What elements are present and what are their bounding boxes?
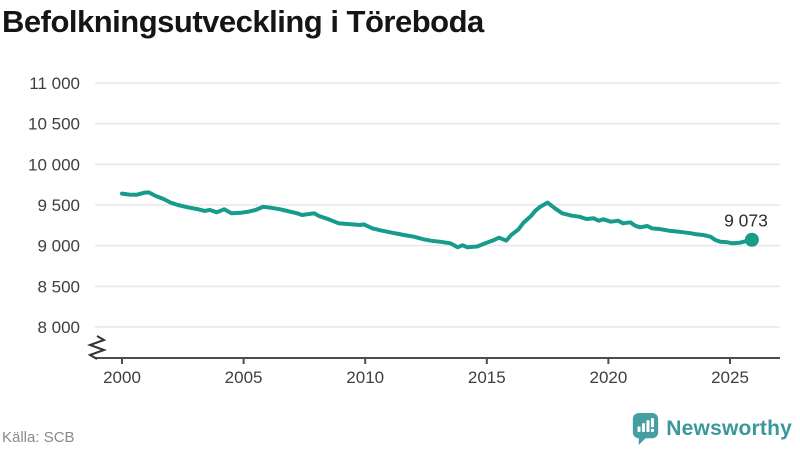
x-axis-label: 2015 [468, 368, 506, 387]
x-axis-label: 2020 [589, 368, 627, 387]
y-axis-label: 9 000 [37, 237, 80, 256]
last-value-label: 9 073 [724, 211, 768, 231]
last-point-dot [744, 232, 759, 247]
y-axis-label: 9 500 [37, 196, 80, 215]
x-axis-label: 2010 [346, 368, 384, 387]
brand-name: Newsworthy [666, 417, 792, 440]
population-chart: 11 000 10 500 10 000 9 500 9 000 8 500 8 000 20… [28, 74, 780, 387]
y-axis-label: 8 500 [37, 277, 80, 296]
y-axis-label: 8 000 [37, 318, 80, 337]
newsworthy-logo: Newsworthy [632, 412, 792, 446]
population-line [120, 190, 754, 250]
y-axis-break-icon [87, 335, 107, 360]
y-axis-label: 10 000 [28, 155, 80, 174]
x-axis-label: 2005 [225, 368, 263, 387]
y-axis-label: 11 000 [29, 74, 80, 93]
source-note: Källa: SCB [2, 429, 75, 446]
page-title: Befolkningsutveckling i Töreboda [2, 4, 484, 39]
x-axis-label: 2025 [711, 368, 749, 387]
y-axis-label: 10 500 [28, 115, 80, 134]
x-axis-label: 2000 [103, 368, 141, 387]
bar-chart-speech-bubble-icon [633, 412, 659, 446]
